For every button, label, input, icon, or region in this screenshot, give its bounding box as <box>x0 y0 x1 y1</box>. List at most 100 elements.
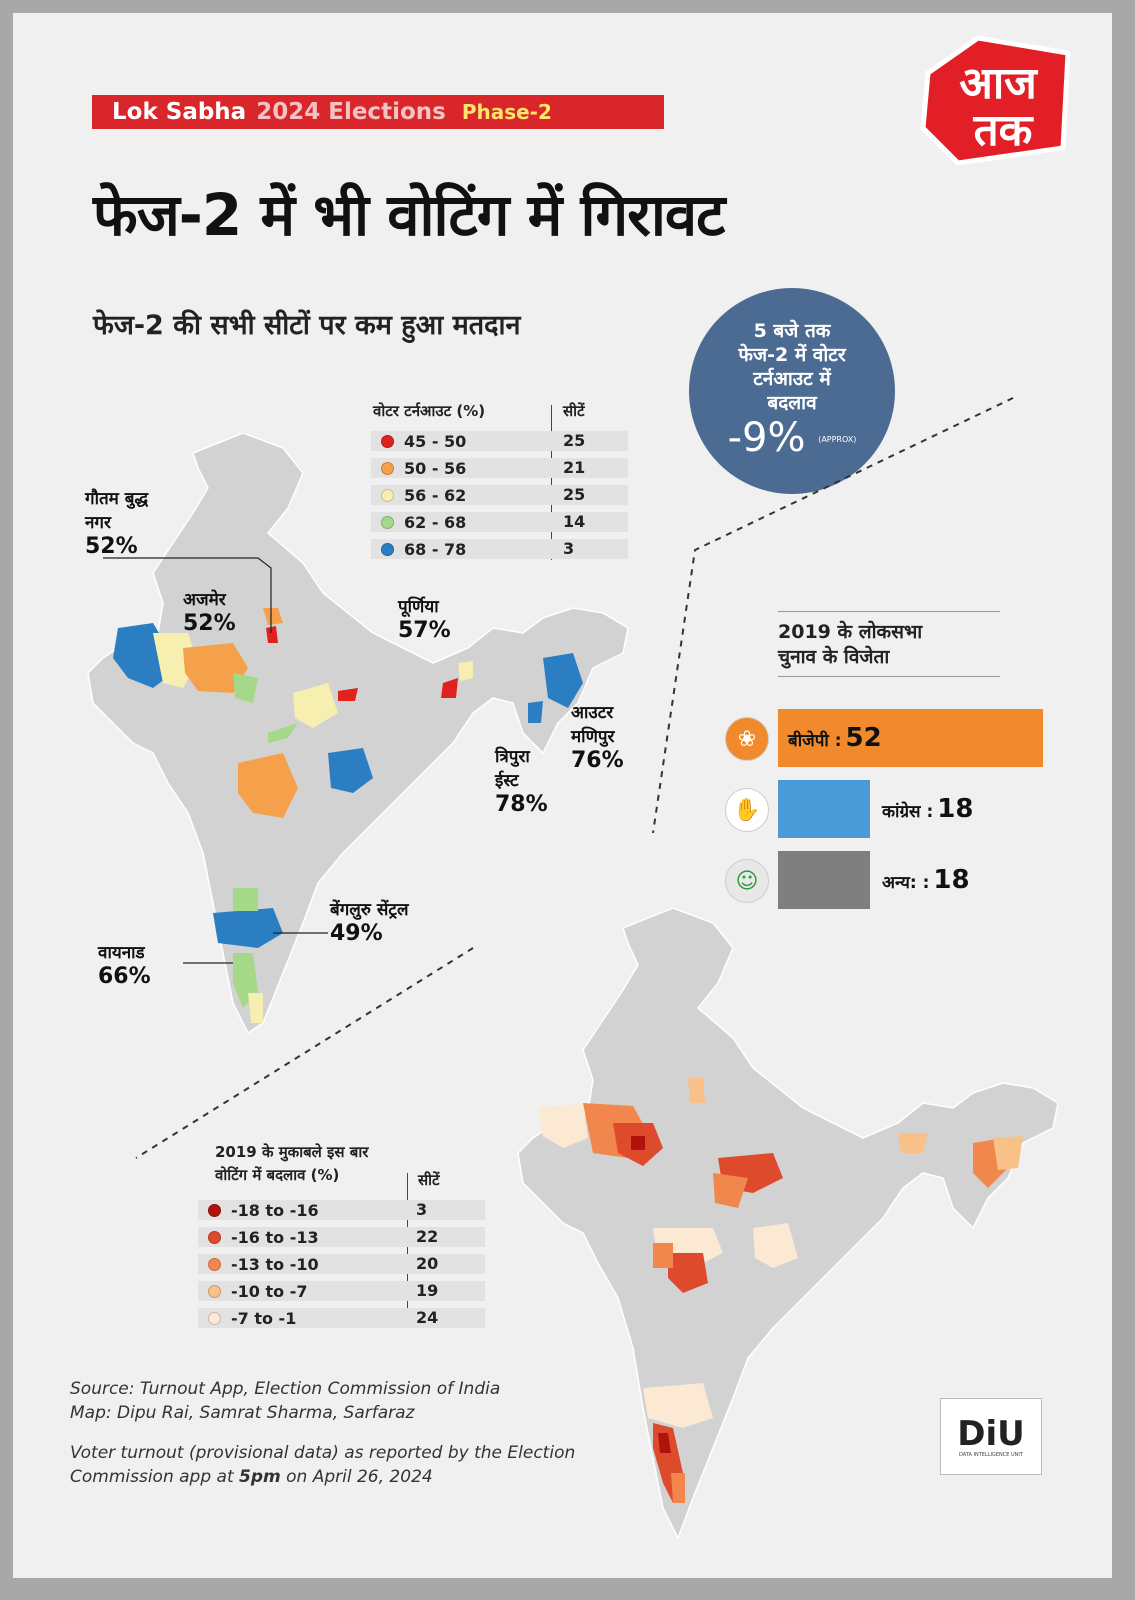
legend-range-label: -16 to -13 <box>231 1227 319 1247</box>
winner-party-name: बीजेपी : <box>788 731 842 751</box>
region-bihar-yellow <box>458 661 473 681</box>
legend-range-label: -13 to -10 <box>231 1254 319 1274</box>
aaj-tak-logo: आज तक <box>918 33 1078 173</box>
change-kerala-dark <box>658 1433 671 1453</box>
legend-range-label: 56 - 62 <box>404 485 467 505</box>
winner-seat-value: 52 <box>845 723 882 753</box>
legend-range-label: 68 - 78 <box>404 539 467 559</box>
region-ktk-blue <box>213 908 283 948</box>
legend-swatch-dot <box>208 1257 221 1271</box>
ajmer-pct: 52% <box>183 611 236 636</box>
legend-seat-count: 21 <box>563 458 586 477</box>
region-mah-orange <box>238 753 298 818</box>
turnout-legend-header: वोटर टर्नआउट (%) <box>373 402 486 420</box>
data-note-line-2a: Commission app at <box>70 1467 240 1487</box>
legend-range-label: 50 - 56 <box>404 458 467 478</box>
svg-text:आज: आज <box>959 58 1038 109</box>
winner-party-name: कांग्रेस : <box>882 802 934 822</box>
callout-bengaluru-central: बेंगलुरु सेंट्रल 49% <box>330 898 408 946</box>
change-legend-row: -16 to -13 22 <box>198 1227 485 1247</box>
legend-swatch-dot <box>381 542 394 556</box>
lotus-icon: ❀ <box>725 717 769 761</box>
change-legend-divider <box>407 1173 408 1328</box>
gbn-name-2: नगर <box>85 513 111 533</box>
change-raj-light <box>538 1103 588 1148</box>
legend-swatch-dot <box>381 461 394 475</box>
region-ajmer-orange <box>183 643 248 693</box>
bubble-line-2: फेज-2 में वोटर <box>738 344 846 366</box>
change-legend-header-1: 2019 के मुकाबले इस बार <box>215 1143 369 1161</box>
winners-heading: 2019 के लोकसभा चुनाव के विजेता <box>778 611 1000 677</box>
bubble-note: (APPROX) <box>818 435 857 444</box>
ajmer-name: अजमेर <box>183 590 226 610</box>
legend-swatch-dot <box>381 434 394 448</box>
change-legend-row: -10 to -7 19 <box>198 1281 485 1301</box>
gbn-pct: 52% <box>85 534 138 559</box>
turnout-legend-row: 50 - 56 21 <box>371 458 628 478</box>
region-mp-red <box>338 688 358 701</box>
turnout-legend-row: 56 - 62 25 <box>371 485 628 505</box>
region-rajasthan-green <box>233 673 258 703</box>
data-note-line-2: Commission app at 5pm on April 26, 2024 <box>70 1465 575 1489</box>
winner-bar <box>778 851 870 909</box>
subtitle: फेज-2 की सभी सीटों पर कम हुआ मतदान <box>93 310 521 341</box>
wayanad-pct: 66% <box>98 964 151 989</box>
legend-seat-count: 25 <box>563 431 586 450</box>
legend-swatch-dot <box>208 1284 221 1298</box>
bubble-line-3: टर्नआउट में <box>753 368 831 390</box>
change-legend-row: -18 to -16 3 <box>198 1200 485 1220</box>
region-tripura-blue <box>528 701 543 723</box>
change-assam-tan <box>898 1133 928 1153</box>
change-mp-orange <box>713 1173 748 1208</box>
legend-seat-count: 19 <box>416 1281 439 1300</box>
callout-wayanad: वायनाड 66% <box>98 941 151 989</box>
region-gbn-orange <box>263 608 283 625</box>
change-legend-seats-header: सीटें <box>418 1171 440 1189</box>
legend-seat-count: 3 <box>416 1200 428 1219</box>
legend-swatch-dot <box>208 1311 221 1325</box>
turnout-legend-seats-header: सीटें <box>563 402 585 420</box>
region-ne-blue <box>543 653 583 708</box>
change-mah-orange <box>653 1243 673 1268</box>
data-note-line-1: Voter turnout (provisional data) as repo… <box>70 1443 576 1463</box>
legend-seat-count: 20 <box>416 1254 439 1273</box>
change-legend-header-2: वोटिंग में बदलाव (%) <box>215 1166 340 1184</box>
bubble-line-4: बदलाव <box>767 392 817 414</box>
winner-label: कांग्रेस :18 <box>882 794 973 824</box>
change-legend-header: 2019 के मुकाबले इस बार वोटिंग में बदलाव … <box>215 1141 368 1187</box>
region-ktk-green <box>233 888 258 911</box>
winner-bar <box>778 780 870 838</box>
legend-range-label: -7 to -1 <box>231 1308 297 1328</box>
tripura-east-pct: 78% <box>495 792 548 817</box>
legend-seat-count: 24 <box>416 1308 439 1327</box>
winner-seat-value: 18 <box>933 865 970 895</box>
infographic-card: Lok Sabha 2024 Elections Phase-2 आज तक फ… <box>13 13 1112 1578</box>
winner-bar <box>778 709 1043 767</box>
change-legend-row: -7 to -1 24 <box>198 1308 485 1328</box>
change-legend-row: -13 to -10 20 <box>198 1254 485 1274</box>
winner-label: बीजेपी :52 <box>788 723 882 753</box>
turnout-legend-divider <box>551 405 552 560</box>
bubble-value-row: -9% (APPROX) <box>728 415 857 463</box>
banner-lok-sabha: Lok Sabha <box>112 99 247 125</box>
change-raj-dark <box>631 1136 645 1150</box>
winner-label: अन्य: :18 <box>882 865 970 895</box>
bengaluru-name: बेंगलुरु सेंट्रल <box>330 900 409 920</box>
change-ktk-light <box>643 1383 713 1428</box>
diu-mark: DiU <box>957 1413 1025 1454</box>
region-kerala-yellow <box>248 993 263 1023</box>
region-gbn-red <box>266 626 278 643</box>
tripura-east-name-2: ईस्ट <box>495 771 519 791</box>
legend-swatch-dot <box>381 515 394 529</box>
turnout-legend-row: 45 - 50 25 <box>371 431 628 451</box>
legend-swatch-dot <box>381 488 394 502</box>
purnia-name: पूर्णिया <box>398 597 439 617</box>
source-line-1: Source: Turnout App, Election Commission… <box>70 1379 501 1399</box>
leader-gbn <box>103 557 272 633</box>
person-icon: ☺ <box>725 859 769 903</box>
banner-phase: Phase-2 <box>461 100 552 124</box>
legend-range-label: -10 to -7 <box>231 1281 308 1301</box>
change-ne-tan <box>993 1136 1023 1170</box>
gbn-name-1: गौतम बुद्ध <box>85 489 149 509</box>
hand-icon: ✋ <box>725 788 769 832</box>
